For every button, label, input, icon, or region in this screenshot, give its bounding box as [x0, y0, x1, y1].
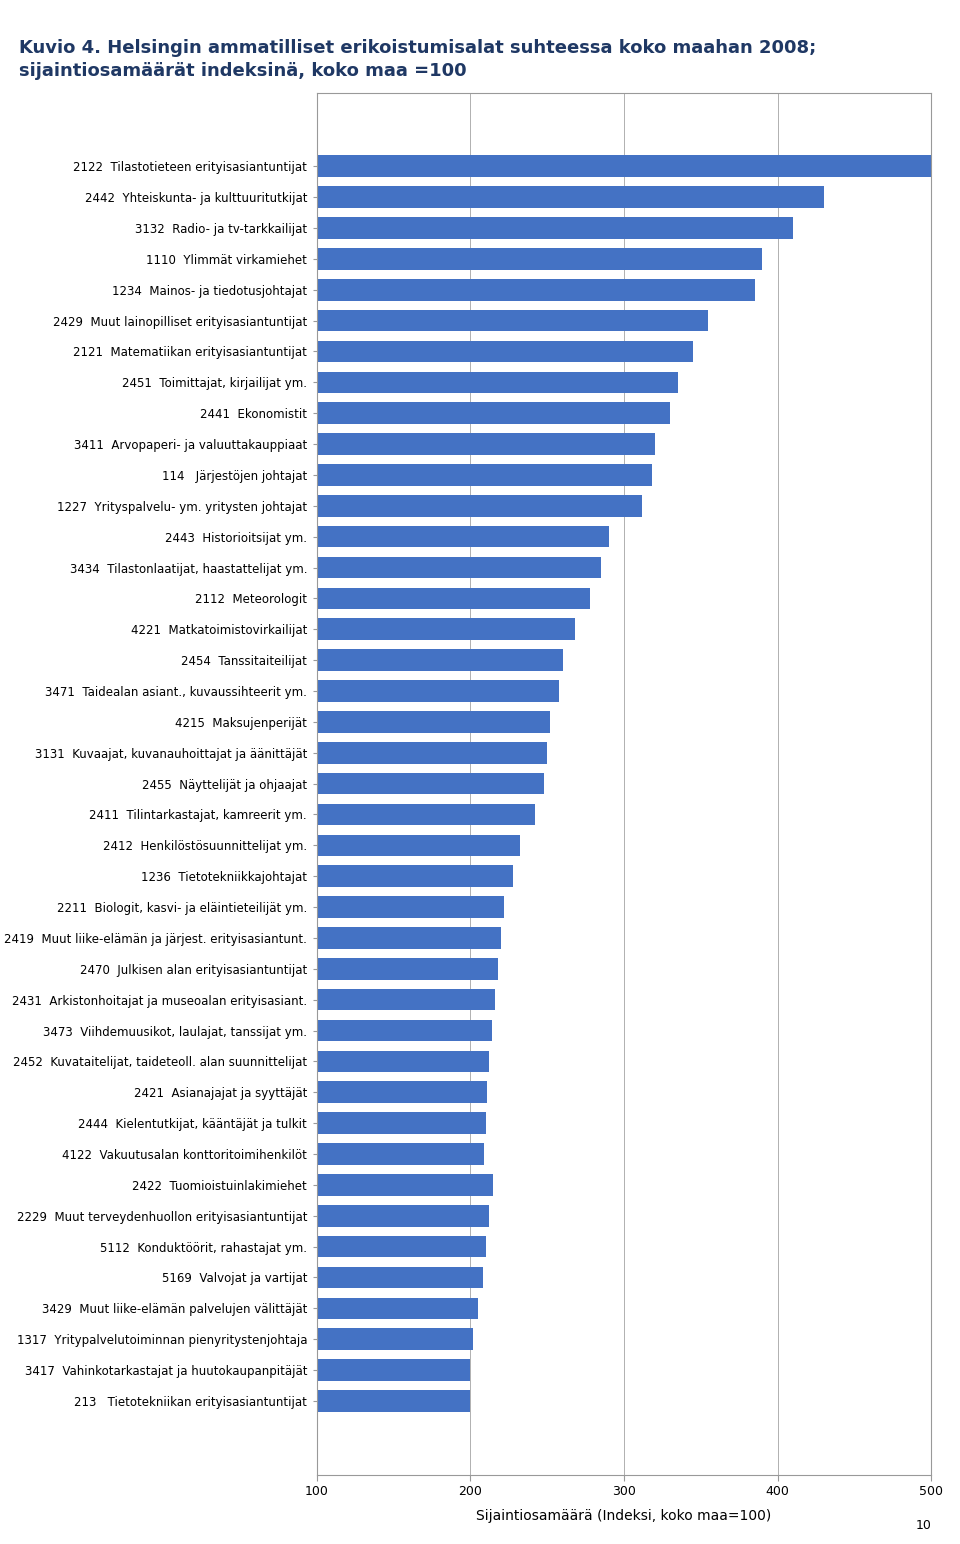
Text: 10: 10: [915, 1519, 931, 1532]
Bar: [317, 496, 642, 517]
Bar: [317, 1204, 489, 1226]
Bar: [317, 803, 535, 824]
Bar: [317, 619, 575, 641]
Bar: [317, 527, 609, 548]
Bar: [317, 1143, 484, 1164]
Bar: [317, 1328, 473, 1349]
Bar: [317, 988, 495, 1010]
Bar: [317, 896, 504, 917]
Bar: [317, 403, 670, 425]
Bar: [317, 1081, 488, 1102]
Bar: [317, 865, 514, 886]
Bar: [317, 1050, 489, 1072]
Bar: [317, 341, 693, 363]
Bar: [317, 156, 960, 178]
Bar: [317, 926, 501, 948]
Bar: [317, 249, 762, 270]
Bar: [317, 957, 498, 979]
Bar: [317, 1019, 492, 1041]
Bar: [317, 279, 755, 301]
Bar: [317, 465, 652, 486]
Text: sijaintiosamäärät indeksinä, koko maa =100: sijaintiosamäärät indeksinä, koko maa =1…: [19, 62, 467, 80]
Text: Kuvio 4. Helsingin ammatilliset erikoistumisalat suhteessa koko maahan 2008;: Kuvio 4. Helsingin ammatilliset erikoist…: [19, 39, 816, 57]
Bar: [317, 557, 601, 579]
Bar: [317, 1173, 493, 1195]
Bar: [317, 372, 678, 394]
Bar: [317, 1359, 470, 1380]
Bar: [317, 434, 655, 455]
Bar: [317, 310, 708, 332]
Bar: [317, 588, 590, 610]
Bar: [317, 1266, 483, 1288]
Bar: [317, 834, 519, 855]
Bar: [317, 187, 824, 208]
Bar: [317, 1390, 470, 1411]
Bar: [317, 1297, 478, 1319]
Bar: [317, 774, 544, 794]
Bar: [317, 712, 550, 733]
Bar: [317, 681, 560, 703]
X-axis label: Sijaintiosamäärä (Indeksi, koko maa=100): Sijaintiosamäärä (Indeksi, koko maa=100): [476, 1508, 772, 1522]
Bar: [317, 218, 793, 239]
Bar: [317, 743, 547, 764]
Bar: [317, 1235, 486, 1257]
Bar: [317, 1112, 486, 1133]
Bar: [317, 650, 563, 672]
